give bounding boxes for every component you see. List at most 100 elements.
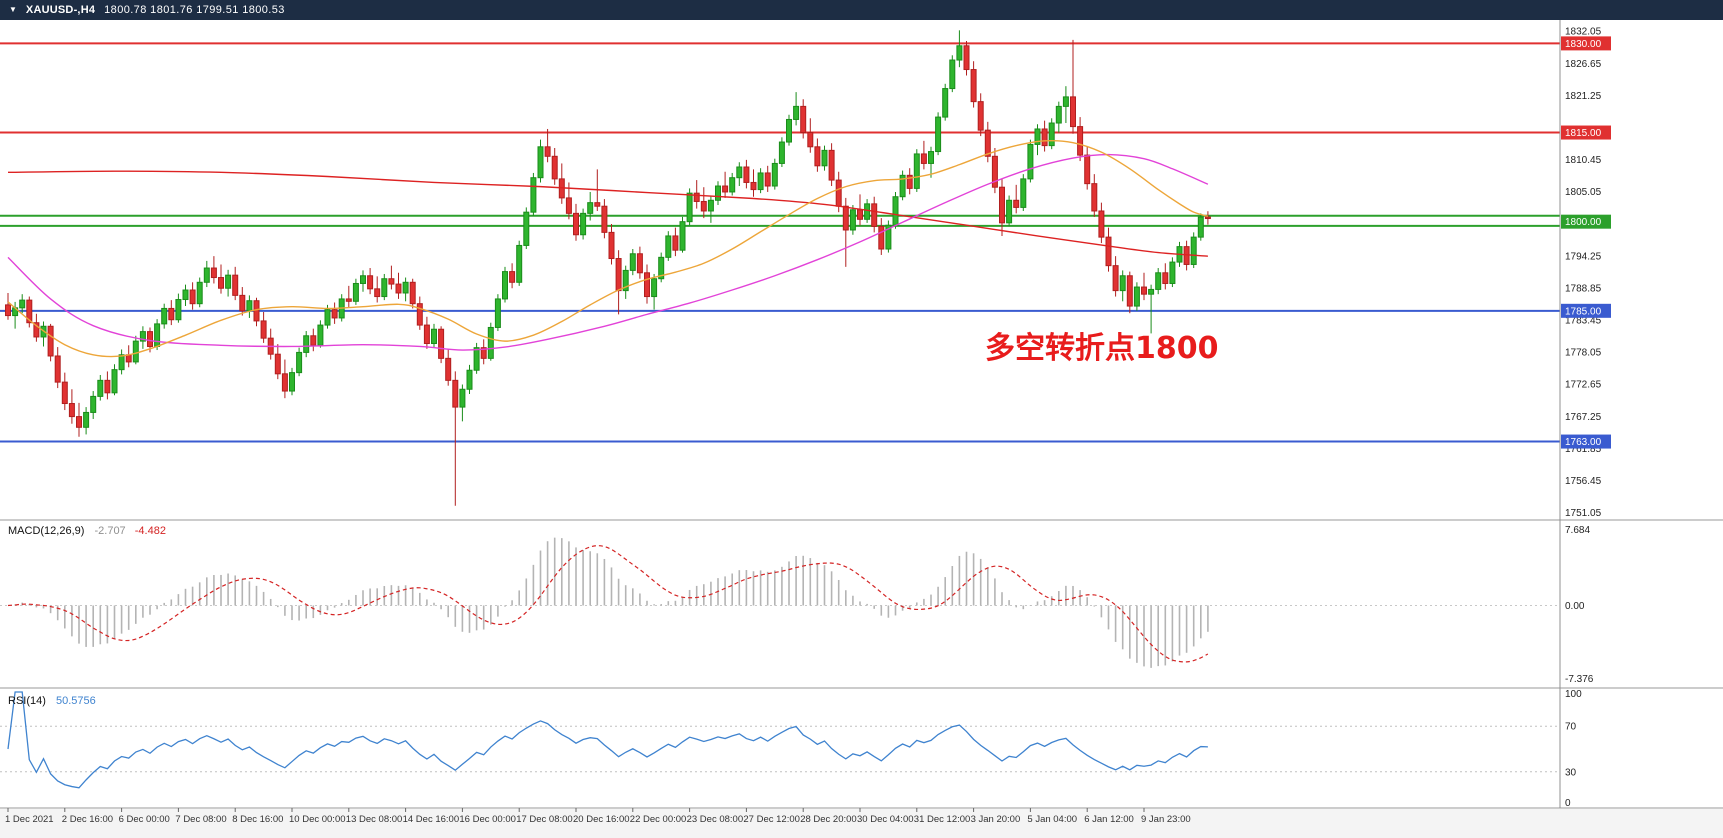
bear-candle: [331, 309, 338, 319]
bull-candle: [1197, 216, 1204, 238]
macd-signal-value: -4.482: [135, 525, 166, 537]
bull-candle: [757, 172, 764, 191]
bull-candle: [154, 323, 161, 347]
bear-candle: [835, 179, 842, 207]
price-tick-label: 1778.05: [1565, 348, 1602, 359]
bull-candle: [651, 278, 658, 298]
time-axis-label: 9 Jan 23:00: [1141, 814, 1191, 825]
price-line-badge-label: 1815.00: [1565, 128, 1602, 139]
time-axis-label: 5 Jan 04:00: [1027, 814, 1077, 825]
bear-candle: [636, 253, 643, 274]
bear-candle: [999, 186, 1005, 224]
bull-candle: [1034, 128, 1041, 145]
bull-candle: [431, 328, 437, 345]
bear-candle: [26, 299, 33, 324]
bull-candle: [296, 351, 303, 374]
bear-candle: [693, 192, 700, 202]
bear-candle: [310, 335, 317, 346]
bull-candle: [707, 199, 714, 212]
bull-candle: [317, 324, 324, 346]
bull-candle: [686, 192, 693, 223]
macd-scale-label: 0.00: [1565, 601, 1585, 612]
price-tick-label: 1756.45: [1565, 476, 1602, 487]
price-tick-label: 1767.25: [1565, 412, 1602, 423]
time-axis-label: 17 Dec 08:00: [516, 814, 573, 825]
bear-candle: [842, 205, 849, 231]
bear-candle: [438, 328, 445, 359]
bear-candle: [445, 357, 452, 381]
ma-fast-orange[interactable]: [7, 139, 1209, 358]
bear-candle: [61, 381, 68, 405]
bear-candle: [1098, 210, 1105, 238]
bull-candle: [402, 281, 409, 294]
time-axis-label: 13 Dec 08:00: [346, 814, 403, 825]
bear-candle: [1091, 183, 1098, 212]
bear-candle: [878, 225, 885, 250]
bull-candle: [849, 209, 856, 231]
dropdown-arrow-icon[interactable]: ▼: [9, 5, 17, 14]
bull-candle: [778, 141, 785, 164]
bull-candle: [793, 105, 800, 120]
bull-candle: [679, 221, 686, 251]
price-tick-label: 1826.65: [1565, 59, 1602, 70]
price-line-badge-label: 1785.00: [1565, 306, 1602, 317]
time-axis-label: 1 Dec 2021: [5, 814, 54, 825]
macd-signal-line: [7, 545, 1209, 663]
bear-candle: [1084, 154, 1091, 185]
bear-candle: [1070, 96, 1076, 128]
chart-canvas[interactable]: 1832.05 1826.65 1821.25 1810.45 1805.05 1794.…: [0, 20, 1723, 838]
mas-layer: [7, 139, 1209, 358]
macd-main-value: -2.707: [94, 525, 125, 537]
time-axis-label: 27 Dec 12:00: [743, 814, 800, 825]
bull-candle: [111, 369, 118, 394]
bear-candle: [722, 185, 729, 193]
bull-candle: [132, 340, 139, 363]
bear-candle: [232, 274, 239, 296]
bear-candle: [68, 403, 75, 418]
bear-candle: [750, 181, 757, 191]
bull-candle: [289, 372, 295, 392]
bull-candle: [246, 300, 253, 312]
bull-candle: [487, 326, 494, 359]
bear-candle: [409, 281, 416, 305]
bear-candle: [5, 304, 11, 317]
bear-candle: [218, 277, 224, 289]
bear-candle: [416, 303, 423, 326]
bear-candle: [1204, 216, 1211, 220]
bull-candle: [352, 282, 359, 302]
bull-candle: [139, 331, 146, 342]
ma-mid-magenta[interactable]: [7, 153, 1209, 351]
price-tick-label: 1805.05: [1565, 187, 1602, 198]
bull-candle: [899, 174, 906, 198]
bull-candle: [83, 411, 90, 428]
price-tick-label: 1761.85: [1565, 444, 1602, 455]
time-axis-label: 20 Dec 16:00: [573, 814, 630, 825]
bull-candle: [516, 244, 523, 283]
chart-annotation-text[interactable]: 多空转折点1800: [985, 331, 1219, 366]
bear-candle: [253, 300, 260, 322]
time-axis-label: 16 Dec 00:00: [459, 814, 516, 825]
bull-candle: [771, 162, 778, 187]
bear-candle: [281, 373, 288, 392]
bear-candle: [573, 212, 579, 236]
ma-slow-red[interactable]: [7, 170, 1208, 257]
rsi-scale-label: 30: [1565, 767, 1577, 778]
bear-candle: [644, 272, 650, 298]
bull-candle: [360, 275, 366, 284]
time-axis[interactable]: [0, 809, 1723, 838]
bull-candle: [459, 388, 466, 408]
bull-candle: [303, 335, 310, 353]
bull-candle: [629, 253, 636, 271]
bear-candle: [544, 146, 551, 157]
bull-candle: [537, 146, 544, 179]
time-axis-label: 22 Dec 00:00: [630, 814, 687, 825]
bull-candle: [786, 118, 792, 143]
bear-candle: [480, 347, 487, 359]
bear-candle: [260, 320, 267, 339]
bear-candle: [857, 209, 863, 220]
rsi-scale-label: 100: [1565, 689, 1582, 700]
price-line-badge: [1561, 303, 1611, 318]
bear-candle: [54, 355, 61, 383]
time-axis-label: 31 Dec 12:00: [914, 814, 971, 825]
macd-scale-label: 7.684: [1565, 525, 1590, 536]
